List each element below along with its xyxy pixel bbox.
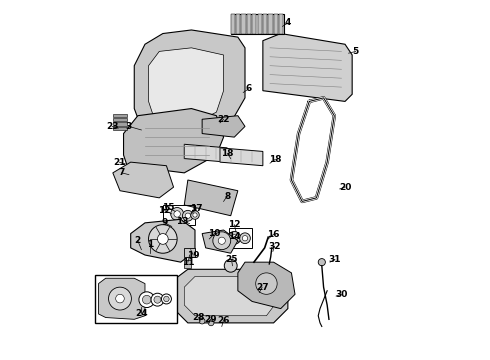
Text: 3: 3 (126, 122, 132, 131)
Text: 12: 12 (228, 220, 241, 229)
Text: 16: 16 (268, 230, 280, 239)
Text: 24: 24 (135, 309, 147, 318)
Text: 2: 2 (135, 236, 141, 245)
Text: 32: 32 (269, 242, 281, 251)
Circle shape (185, 213, 191, 219)
Text: 21: 21 (113, 158, 125, 167)
Circle shape (224, 259, 237, 272)
Text: 10: 10 (208, 229, 221, 238)
Polygon shape (131, 219, 195, 262)
Circle shape (318, 258, 325, 266)
Circle shape (151, 293, 164, 306)
Text: 27: 27 (256, 283, 269, 292)
Text: 25: 25 (225, 255, 238, 264)
Text: 9: 9 (161, 219, 168, 228)
Text: 15: 15 (162, 203, 174, 212)
Polygon shape (173, 269, 288, 323)
Circle shape (174, 211, 180, 217)
Circle shape (157, 234, 168, 244)
Polygon shape (263, 33, 352, 102)
Bar (279, 14, 283, 33)
Circle shape (228, 231, 241, 244)
Polygon shape (202, 116, 245, 137)
Text: 1: 1 (147, 240, 153, 249)
Text: 4: 4 (285, 18, 291, 27)
Text: 13: 13 (176, 217, 189, 226)
Bar (268, 14, 272, 33)
Circle shape (109, 287, 131, 310)
Circle shape (199, 318, 205, 324)
Text: 12: 12 (158, 206, 171, 215)
Bar (247, 14, 251, 33)
Bar (231, 14, 284, 33)
Polygon shape (113, 162, 173, 198)
Text: 7: 7 (119, 168, 125, 177)
Bar (113, 114, 127, 117)
Text: 29: 29 (204, 315, 217, 324)
Bar (263, 14, 267, 33)
Polygon shape (98, 278, 145, 319)
Polygon shape (238, 262, 295, 309)
Bar (273, 14, 278, 33)
Circle shape (161, 294, 172, 304)
Bar (95, 275, 177, 323)
Bar (113, 127, 127, 130)
Circle shape (191, 211, 199, 219)
Bar (113, 118, 127, 121)
Polygon shape (184, 180, 238, 216)
Circle shape (154, 296, 161, 303)
Circle shape (171, 207, 184, 220)
Text: 18: 18 (221, 149, 233, 158)
Circle shape (143, 295, 151, 304)
Polygon shape (202, 230, 238, 253)
Text: 18: 18 (269, 155, 282, 164)
Circle shape (164, 296, 169, 302)
Circle shape (256, 273, 277, 294)
Text: 6: 6 (245, 84, 252, 93)
Polygon shape (148, 48, 223, 123)
Text: 19: 19 (187, 251, 199, 260)
Text: 28: 28 (192, 313, 205, 322)
Circle shape (193, 213, 197, 217)
Circle shape (182, 210, 193, 221)
Circle shape (116, 294, 124, 303)
Circle shape (240, 233, 250, 244)
Text: 26: 26 (218, 315, 230, 324)
Bar (258, 14, 262, 33)
Bar (184, 248, 195, 257)
Bar (163, 205, 195, 225)
Polygon shape (184, 144, 227, 162)
Circle shape (218, 237, 225, 244)
Polygon shape (220, 148, 263, 166)
Polygon shape (184, 276, 277, 316)
Text: 17: 17 (191, 204, 203, 213)
Text: 11: 11 (182, 258, 194, 267)
Text: 23: 23 (106, 122, 119, 131)
Text: 5: 5 (353, 47, 359, 56)
Bar (236, 14, 241, 33)
Text: 22: 22 (218, 115, 230, 124)
Text: 30: 30 (335, 290, 347, 299)
Polygon shape (134, 30, 245, 137)
Bar (229, 228, 252, 248)
Circle shape (208, 320, 214, 326)
Circle shape (139, 292, 155, 307)
Circle shape (148, 225, 177, 253)
Bar (231, 14, 235, 33)
Polygon shape (123, 109, 223, 173)
Bar (242, 14, 245, 33)
Circle shape (213, 232, 231, 249)
Text: 20: 20 (339, 183, 351, 192)
Text: 8: 8 (224, 192, 230, 201)
Circle shape (231, 235, 238, 241)
Bar (184, 260, 192, 267)
Bar (252, 14, 256, 33)
Bar (113, 122, 127, 126)
Text: 14: 14 (228, 232, 241, 241)
Circle shape (243, 235, 247, 241)
Text: 31: 31 (329, 255, 341, 264)
